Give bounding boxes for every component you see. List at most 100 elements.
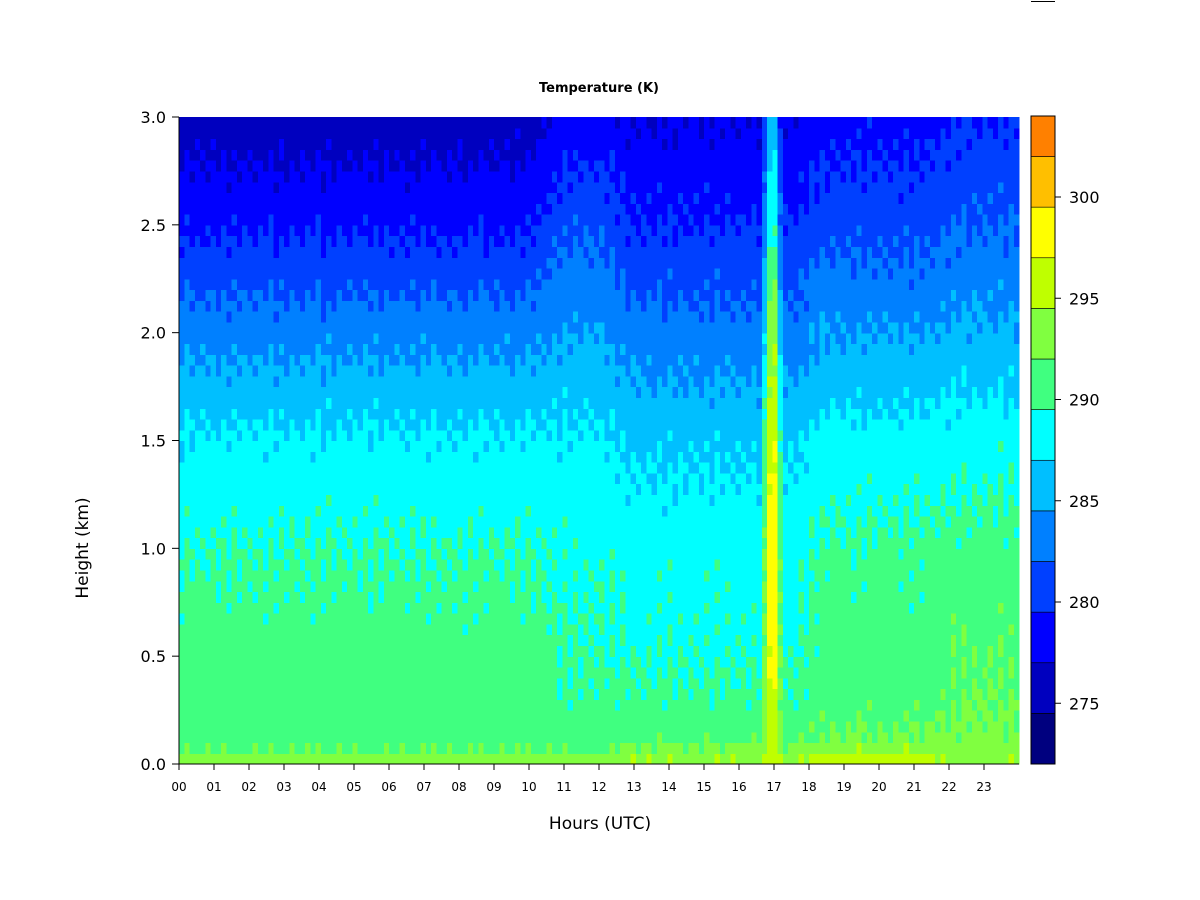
heatmap-cell: [982, 483, 989, 496]
heatmap-cell: [273, 753, 280, 765]
heatmap-cell: [231, 699, 238, 711]
heatmap-cell: [404, 742, 411, 754]
heatmap-cell: [761, 505, 768, 517]
heatmap-cell: [1013, 623, 1020, 636]
heatmap-cell: [840, 699, 847, 711]
heatmap-cell: [987, 462, 994, 474]
heatmap-cell: [646, 472, 653, 485]
heatmap-cell: [961, 720, 968, 733]
heatmap-cell: [389, 580, 395, 593]
heatmap-cell: [546, 731, 553, 744]
heatmap-cell: [1003, 537, 1010, 549]
heatmap-cell: [578, 720, 584, 733]
heatmap-cell: [751, 742, 758, 754]
heatmap-cell: [725, 569, 731, 582]
heatmap-cell: [200, 666, 206, 679]
heatmap-cell: [294, 731, 301, 744]
heatmap-cell: [1013, 526, 1020, 539]
heatmap-cell: [583, 688, 590, 700]
heatmap-cell: [672, 602, 679, 614]
heatmap-cell: [809, 537, 815, 549]
heatmap-cell: [966, 591, 973, 603]
heatmap-cell: [719, 645, 726, 657]
heatmap-cell: [814, 505, 821, 517]
heatmap-cell: [520, 753, 527, 765]
heatmap-cell: [630, 505, 637, 517]
heatmap-cell: [677, 440, 684, 452]
heatmap-cell: [761, 429, 768, 442]
heatmap-cell: [425, 613, 432, 625]
heatmap-cell: [919, 613, 926, 625]
heatmap-cell: [572, 537, 579, 549]
heatmap-cell: [809, 720, 815, 733]
heatmap-cell: [473, 677, 479, 690]
heatmap-cell: [352, 688, 359, 700]
heatmap-cell: [562, 483, 569, 496]
heatmap-cell: [998, 699, 1004, 711]
heatmap-cell: [866, 580, 873, 593]
heatmap-cell: [362, 623, 369, 636]
heatmap-cell: [877, 753, 884, 765]
heatmap-cell: [877, 515, 884, 528]
heatmap-cell: [924, 429, 931, 442]
heatmap-cell: [588, 666, 595, 679]
heatmap-cell: [641, 591, 647, 603]
heatmap-cell: [761, 656, 768, 668]
heatmap-cell: [914, 505, 920, 517]
heatmap-cell: [882, 742, 889, 754]
heatmap-cell: [793, 731, 800, 744]
heatmap-cell: [625, 677, 632, 690]
heatmap-cell: [998, 440, 1004, 452]
heatmap-cell: [320, 462, 327, 474]
heatmap-cell: [987, 472, 994, 485]
heatmap-cell: [546, 537, 553, 549]
heatmap-cell: [546, 623, 553, 636]
heatmap-cell: [331, 753, 338, 765]
heatmap-cell: [179, 537, 185, 549]
heatmap-cell: [221, 451, 227, 463]
heatmap-cell: [315, 418, 322, 431]
heatmap-cell: [793, 569, 800, 582]
heatmap-cell: [520, 666, 527, 679]
heatmap-cell: [740, 569, 747, 582]
heatmap-cell: [782, 656, 789, 668]
heatmap-cell: [404, 429, 411, 442]
heatmap-cell: [320, 720, 327, 733]
heatmap-cell: [620, 634, 626, 646]
heatmap-cell: [746, 526, 752, 539]
heatmap-cell: [672, 472, 679, 485]
heatmap-cell: [866, 451, 873, 463]
heatmap-cell: [557, 580, 563, 593]
heatmap-cell: [620, 731, 626, 744]
heatmap-cell: [252, 656, 259, 668]
heatmap-cell: [845, 645, 852, 657]
heatmap-cell: [656, 656, 663, 668]
heatmap-cell: [326, 623, 332, 636]
heatmap-cell: [352, 494, 359, 506]
heatmap-cell: [798, 580, 805, 593]
heatmap-cell: [914, 483, 920, 496]
heatmap-cell: [651, 548, 658, 560]
heatmap-cell: [383, 483, 390, 496]
heatmap-cell: [819, 710, 826, 722]
heatmap-cell: [646, 559, 653, 571]
heatmap-cell: [798, 699, 805, 711]
heatmap-cell: [751, 483, 758, 496]
heatmap-cell: [788, 569, 794, 582]
heatmap-cell: [315, 602, 322, 614]
heatmap-cell: [908, 688, 915, 700]
heatmap-cell: [530, 591, 537, 603]
heatmap-cell: [341, 591, 348, 603]
heatmap-cell: [814, 731, 821, 744]
heatmap-cell: [436, 731, 443, 744]
heatmap-cell: [352, 418, 359, 431]
heatmap-cell: [546, 440, 553, 452]
heatmap-cell: [914, 580, 920, 593]
heatmap-cell: [347, 515, 353, 528]
heatmap-cell: [835, 742, 842, 754]
heatmap-cell: [252, 505, 259, 517]
heatmap-cell: [394, 623, 401, 636]
heatmap-cell: [520, 710, 527, 722]
heatmap-cell: [961, 656, 968, 668]
heatmap-cell: [404, 688, 411, 700]
